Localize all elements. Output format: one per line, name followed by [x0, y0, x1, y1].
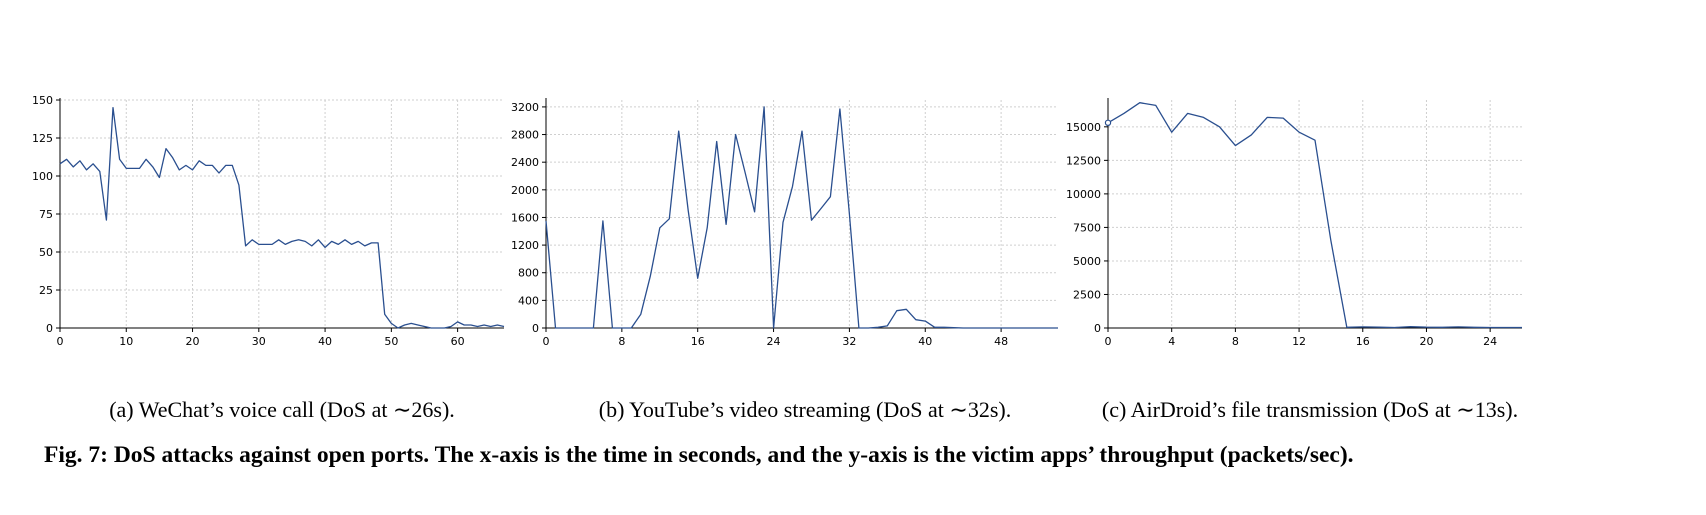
y-tick-label: 7500: [1073, 221, 1101, 234]
x-tick-label: 0: [1105, 335, 1112, 348]
y-tick-label: 2800: [511, 129, 539, 142]
x-tick-label: 40: [918, 335, 932, 348]
y-tick-label: 100: [32, 170, 53, 183]
x-tick-label: 48: [994, 335, 1008, 348]
chart-airdroid-transmission: 0 2500 5000 7500 10000 12500 15000 0 4 8 12 16 20 24: [1066, 98, 1522, 348]
y-tick-label: 5000: [1073, 255, 1101, 268]
y-tick-label: 0: [46, 322, 53, 335]
y-tick-label: 150: [32, 94, 53, 107]
x-tick-label: 16: [1356, 335, 1370, 348]
y-tick-label: 800: [518, 267, 539, 280]
x-tick-label: 50: [384, 335, 398, 348]
x-tick-label: 4: [1168, 335, 1175, 348]
y-tick-label: 2000: [511, 184, 539, 197]
x-tick-label: 8: [618, 335, 625, 348]
chart-airdroid-svg: 0 2500 5000 7500 10000 12500 15000 0 4 8 12 16 20 24: [1066, 98, 1522, 348]
x-tick-label: 16: [691, 335, 705, 348]
subcaption-c: (c) AirDroid’s file transmission (DoS at…: [1101, 397, 1519, 422]
x-tick-label: 20: [186, 335, 200, 348]
x-tick-label: 8: [1232, 335, 1239, 348]
x-tick-label: 12: [1292, 335, 1306, 348]
y-tick-label: 15000: [1066, 121, 1101, 134]
x-tick-label: 32: [842, 335, 856, 348]
data-point-marker: [1104, 119, 1112, 126]
chart-wechat-svg: 0 25 50 75 100 125 150 0 10 20 30 40 50 60: [32, 94, 505, 348]
x-tick-label: 24: [767, 335, 781, 348]
x-tick-label: 0: [57, 335, 64, 348]
y-tick-label: 3200: [511, 101, 539, 114]
x-tick-label: 24: [1483, 335, 1497, 348]
y-tick-label: 0: [532, 322, 539, 335]
chart-youtube-streaming: 0 400 800 1200 1600 2000 2400 2800 3200 0 8 16 24 32 4…: [511, 98, 1058, 348]
y-tick-label: 50: [39, 246, 53, 259]
chart-wechat-voice-call: 0 25 50 75 100 125 150 0 10 20 30 40 50 60: [32, 94, 505, 348]
y-tick-label: 25: [39, 284, 53, 297]
y-tick-label: 75: [39, 208, 53, 221]
subcaption-a: (a) WeChat’s voice call (DoS at ∼26s).: [109, 397, 455, 422]
series-line: [59, 106, 505, 329]
y-tick-label: 0: [1094, 322, 1101, 335]
y-tick-label: 2500: [1073, 288, 1101, 301]
x-tick-label: 20: [1419, 335, 1433, 348]
figure-caption: Fig. 7: DoS attacks against open ports. …: [44, 442, 1354, 468]
x-tick-label: 40: [318, 335, 332, 348]
y-tick-label: 10000: [1066, 188, 1101, 201]
subcaption-b: (b) YouTube’s video streaming (DoS at ∼3…: [598, 397, 1012, 422]
x-tick-label: 10: [119, 335, 133, 348]
y-tick-label: 2400: [511, 156, 539, 169]
series-line: [1107, 102, 1522, 329]
series-line: [545, 106, 1058, 329]
y-tick-label: 1600: [511, 211, 539, 224]
x-tick-label: 0: [543, 335, 550, 348]
chart-youtube-svg: 0 400 800 1200 1600 2000 2400 2800 3200 0 8 16 24 32 4…: [511, 98, 1058, 348]
y-tick-label: 400: [518, 294, 539, 307]
x-tick-label: 60: [451, 335, 465, 348]
x-tick-label: 30: [252, 335, 266, 348]
y-tick-label: 125: [32, 132, 53, 145]
y-tick-label: 1200: [511, 239, 539, 252]
y-tick-label: 12500: [1066, 154, 1101, 167]
